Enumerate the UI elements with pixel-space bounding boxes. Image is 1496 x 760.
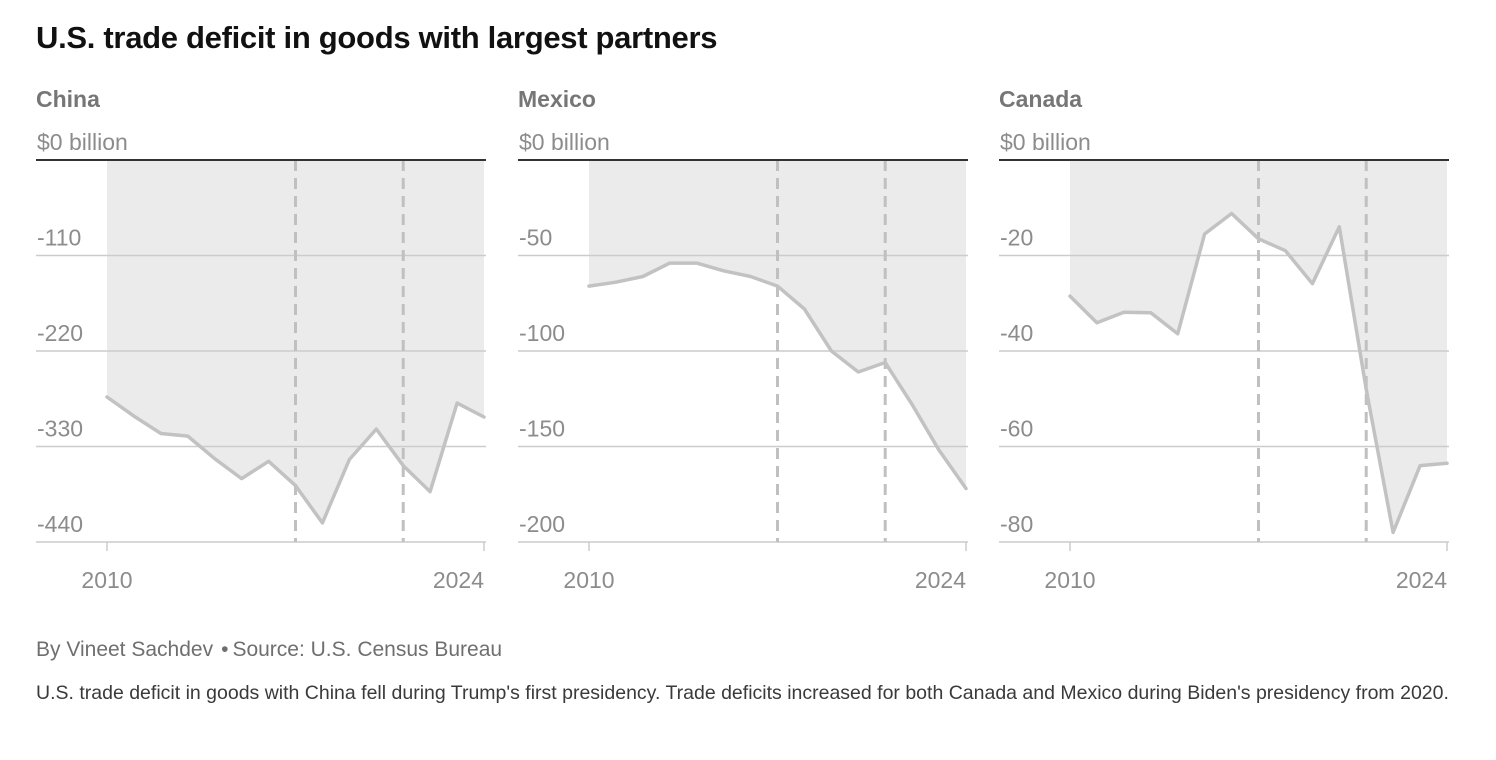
- series-line: [105, 395, 486, 525]
- mexico-chart: $0 billion -50 -100 -150 -200 2010 2024: [518, 129, 968, 593]
- x-tick-label: 2024: [433, 567, 484, 593]
- y-tick-label: $0 billion: [519, 129, 610, 155]
- byline-separator: •: [221, 638, 229, 661]
- series-line: [1068, 211, 1449, 535]
- chart-title: U.S. trade deficit in goods with largest…: [36, 20, 718, 55]
- source: Source: U.S. Census Bureau: [232, 638, 503, 661]
- china-chart: $0 billion -110 -220 -330 -440 2010 2024: [36, 129, 486, 593]
- mexico-panel: Mexico $0 billion -50 -100 -150 -200 2010 2024: [518, 84, 968, 604]
- byline: By Vineet Sachdev • Source: U.S. Census Bu…: [36, 638, 502, 662]
- canada-chart: $0 billion -20 -40 -60 -80 2010 2024: [999, 129, 1449, 593]
- canada-panel: Canada $0 billion -20 -40 -60 -80 2010 2024: [999, 84, 1449, 604]
- panel-title: Mexico: [518, 86, 596, 112]
- x-tick-label: 2010: [563, 567, 614, 593]
- series-line: [587, 261, 968, 491]
- x-tick-label: 2010: [1044, 567, 1095, 593]
- y-tick-label: -50: [519, 225, 552, 251]
- y-tick-label: $0 billion: [37, 129, 128, 155]
- x-tick-label: 2024: [1396, 567, 1447, 593]
- y-tick-label: -200: [519, 511, 565, 537]
- y-tick-label: -440: [37, 511, 83, 537]
- y-tick-label: -110: [37, 225, 81, 251]
- y-tick-label: -40: [1000, 320, 1033, 346]
- china-panel: China $0 billion -110 -220 -330 -440 2010 2024: [36, 84, 486, 604]
- y-tick-label: -330: [37, 416, 83, 442]
- y-tick-label: -150: [519, 416, 565, 442]
- chart-note: U.S. trade deficit in goods with China f…: [36, 682, 1449, 704]
- y-tick-label: $0 billion: [1000, 129, 1091, 155]
- y-tick-label: -100: [519, 320, 565, 346]
- panel-title: Canada: [999, 86, 1083, 112]
- y-tick-label: -220: [37, 320, 83, 346]
- panel-title: China: [36, 86, 100, 112]
- author: By Vineet Sachdev: [36, 638, 214, 661]
- series-area: [1070, 160, 1447, 533]
- x-tick-label: 2024: [915, 567, 966, 593]
- x-tick-label: 2010: [81, 567, 132, 593]
- y-tick-label: -20: [1000, 225, 1033, 251]
- y-tick-label: -80: [1000, 511, 1033, 537]
- y-tick-label: -60: [1000, 416, 1033, 442]
- series-area: [589, 160, 966, 489]
